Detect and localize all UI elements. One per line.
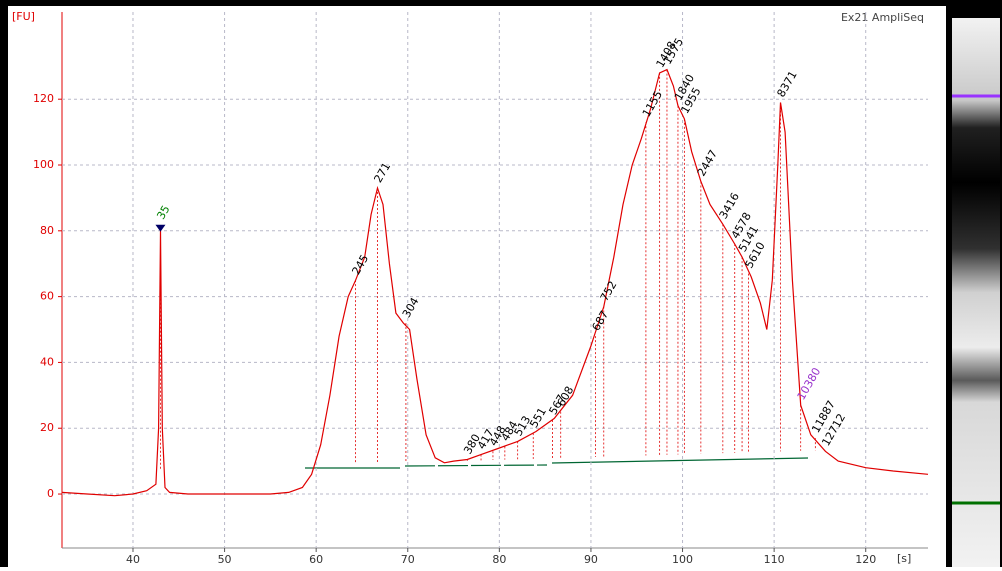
- gel-lane: [952, 18, 1000, 567]
- chart: Ex21 AmpliSeq [FU] [s] 0 20 40 60 80 100 120 40…: [0, 0, 1002, 567]
- x-tick-label: 110: [764, 553, 785, 566]
- y-tick-label: 60: [40, 290, 54, 303]
- x-tick-label: 100: [672, 553, 693, 566]
- x-tick-label: 80: [492, 553, 506, 566]
- x-tick-label: 50: [218, 553, 232, 566]
- x-tick-label: 90: [584, 553, 598, 566]
- y-tick-label: 40: [40, 355, 54, 368]
- y-tick-label: 100: [33, 158, 54, 171]
- plot-background: [8, 6, 946, 567]
- x-tick-label: 120: [855, 553, 876, 566]
- y-axis-label: [FU]: [12, 10, 35, 23]
- y-tick-label: 120: [33, 92, 54, 105]
- x-axis-label: [s]: [897, 552, 911, 565]
- x-tick-label: 40: [126, 553, 140, 566]
- x-tick-label: 60: [309, 553, 323, 566]
- chart-title: Ex21 AmpliSeq: [841, 11, 924, 24]
- x-tick-label: 70: [401, 553, 415, 566]
- y-tick-label: 0: [47, 487, 54, 500]
- y-tick-label: 20: [40, 421, 54, 434]
- y-tick-label: 80: [40, 224, 54, 237]
